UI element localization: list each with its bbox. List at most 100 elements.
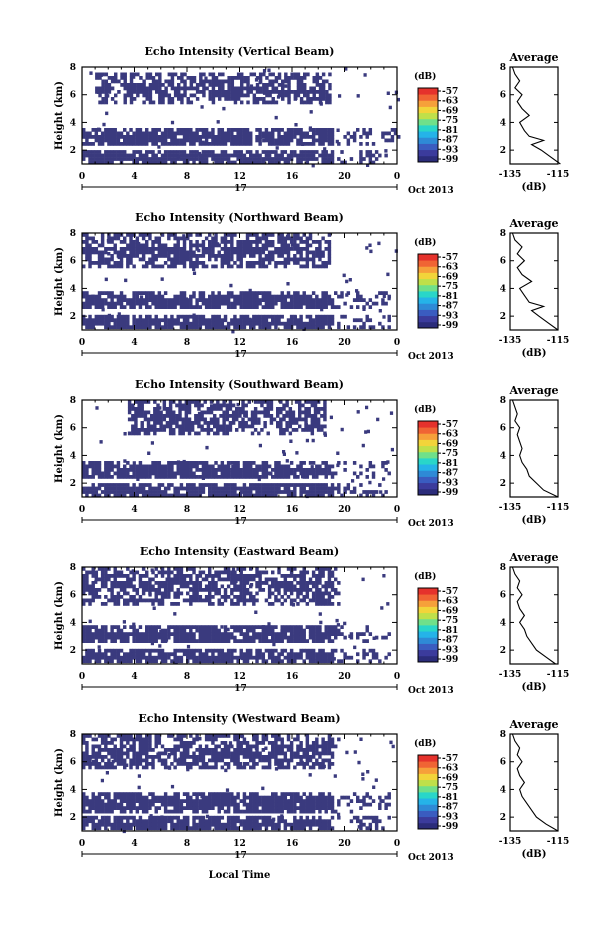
echo-cell	[162, 417, 167, 422]
echo-cell	[182, 652, 187, 657]
echo-cell	[132, 321, 136, 326]
echo-cell	[94, 655, 99, 660]
echo-cell	[182, 625, 187, 629]
echo-cell	[173, 264, 177, 269]
echo-cell	[209, 400, 214, 404]
echo-cell	[239, 157, 243, 161]
echo-cell	[307, 400, 311, 404]
echo-cell	[129, 233, 133, 237]
echo-cell	[280, 602, 284, 606]
echo-cell	[249, 243, 253, 248]
echo-cell	[264, 257, 269, 262]
echo-cell	[343, 301, 347, 306]
echo-cell	[264, 305, 269, 309]
echo-cell	[119, 291, 124, 295]
echo-cell	[116, 632, 121, 636]
echo-cell	[239, 261, 243, 265]
echo-cell	[167, 128, 171, 132]
echo-cell	[321, 294, 325, 299]
echo-cell	[189, 635, 193, 640]
echo-cell	[325, 93, 329, 98]
echo-cell	[91, 475, 95, 479]
echo-cell	[91, 598, 95, 603]
echo-cell	[225, 407, 230, 411]
echo-cell	[110, 138, 114, 143]
echo-cell	[123, 468, 127, 472]
echo-cell	[91, 567, 95, 571]
echo-cell	[82, 598, 86, 603]
echo-cell	[162, 414, 167, 418]
echo-cell	[236, 97, 241, 101]
echo-cell	[242, 577, 247, 582]
echo-cell	[163, 486, 168, 491]
echo-cell	[230, 131, 234, 136]
echo-cell	[242, 291, 247, 295]
echo-cell	[280, 305, 284, 309]
echo-cell	[255, 150, 259, 154]
echo-cell	[267, 240, 272, 244]
echo-cell	[265, 83, 269, 87]
echo-cell	[203, 421, 207, 425]
echo-cell	[223, 652, 228, 657]
echo-cell	[132, 602, 136, 606]
echo-cell	[276, 407, 280, 411]
echo-cell	[104, 648, 108, 653]
echo-cell	[305, 581, 310, 585]
echo-cell	[201, 471, 206, 476]
echo-cell	[141, 588, 146, 592]
day-label: 17	[234, 350, 247, 360]
echo-cell	[227, 90, 231, 94]
echo-cell	[192, 291, 196, 295]
echo-cell	[220, 632, 225, 636]
echo-cell	[261, 233, 266, 237]
echo-cell	[296, 153, 300, 158]
echo-cell	[362, 128, 366, 132]
echo-cell	[157, 135, 162, 139]
echo-cell	[252, 595, 256, 599]
echo-cell	[211, 294, 215, 299]
echo-cell	[160, 135, 165, 139]
echo-cell	[211, 464, 215, 469]
echo-cell	[214, 588, 218, 592]
echo-cell	[178, 410, 182, 415]
echo-cell	[311, 240, 316, 244]
echo-cell	[110, 628, 114, 633]
echo-cell	[229, 283, 233, 288]
echo-cell	[302, 247, 306, 251]
echo-cell	[132, 625, 136, 629]
echo-cell	[356, 475, 360, 479]
echo-cell	[330, 584, 335, 589]
echo-cell	[242, 632, 247, 636]
echo-cell	[163, 635, 168, 640]
echo-cell	[208, 153, 212, 158]
echo-cell	[138, 598, 143, 603]
echo-cell	[285, 403, 289, 408]
echo-cell	[148, 294, 152, 299]
echo-cell	[220, 236, 225, 241]
echo-cell	[110, 257, 114, 262]
echo-cell	[263, 421, 267, 425]
echo-cell	[154, 153, 158, 158]
echo-cell	[173, 160, 177, 165]
echo-cell	[110, 291, 114, 295]
echo-cell	[138, 257, 143, 262]
echo-cell	[223, 298, 228, 302]
echo-cell	[305, 438, 309, 443]
echo-cell	[202, 86, 206, 91]
echo-cell	[82, 291, 86, 295]
echo-cell	[283, 160, 288, 165]
echo-cell	[374, 301, 379, 306]
echo-cell	[289, 584, 294, 589]
echo-cell	[153, 400, 157, 404]
echo-cell	[179, 254, 184, 258]
echo-cell	[145, 72, 149, 77]
echo-cell	[186, 493, 190, 498]
echo-cell	[104, 325, 108, 330]
echo-cell	[226, 131, 231, 136]
echo-cell	[151, 461, 155, 465]
echo-cell	[192, 598, 196, 603]
echo-cell	[151, 264, 155, 269]
echo-cell	[113, 243, 117, 248]
echo-cell	[318, 632, 322, 636]
echo-cell	[274, 142, 278, 146]
